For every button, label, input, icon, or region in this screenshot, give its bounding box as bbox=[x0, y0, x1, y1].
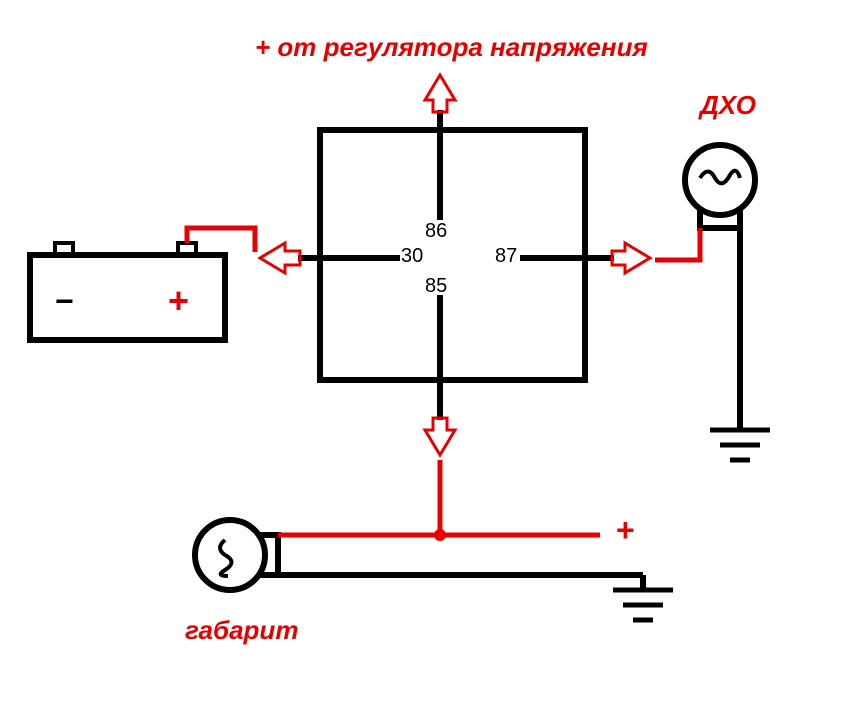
arrow-down-icon bbox=[425, 418, 455, 455]
parking-bulb-circle bbox=[195, 520, 265, 590]
arrow-right-icon bbox=[612, 243, 650, 273]
battery-minus-label: − bbox=[55, 283, 74, 320]
pin-87-label: 87 bbox=[495, 245, 517, 268]
label-top: + от регулятора напряжения bbox=[255, 32, 648, 63]
battery-plus-label: + bbox=[168, 280, 189, 322]
arrow-left-icon bbox=[260, 243, 300, 273]
pin-30-label: 30 bbox=[401, 245, 423, 268]
arrow-up-icon bbox=[425, 75, 455, 112]
battery-terminal-left bbox=[55, 243, 73, 255]
battery-terminal-right bbox=[178, 243, 196, 255]
pin-85-label: 85 bbox=[425, 275, 447, 298]
parking-filament-icon bbox=[220, 540, 232, 576]
wire-87-to-drl bbox=[655, 228, 700, 260]
label-drl: ДХО bbox=[700, 90, 756, 121]
pin-86-label: 86 bbox=[425, 220, 447, 243]
drl-bulb-circle bbox=[685, 145, 755, 215]
junction-dot bbox=[434, 529, 446, 541]
label-parking: габарит bbox=[185, 615, 298, 646]
drl-filament-icon bbox=[700, 171, 740, 184]
parking-plus-label: + bbox=[616, 512, 635, 549]
